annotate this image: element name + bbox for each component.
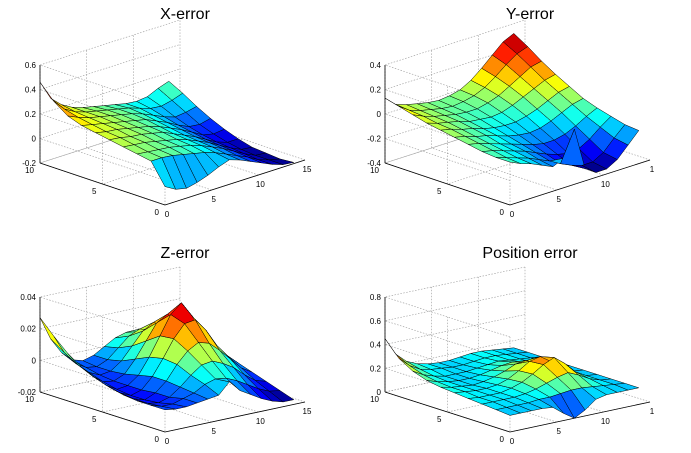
y-tick-label: 5 [92,415,97,424]
z-tick-label: 0.4 [25,86,37,95]
z-tick-label: 0 [377,110,382,119]
x-axis-line [509,401,651,433]
surface-patch [614,383,640,391]
y-axis-line [384,162,511,206]
y-tick-label: 0 [500,435,505,444]
z-tick-label: 0.4 [370,61,382,70]
surface-patch [613,124,640,146]
z-tick-label: 0 [377,388,382,397]
x-tick-label: 1 [650,407,655,416]
x-tick-label: 10 [601,417,610,426]
x-tick-label: 10 [256,417,265,426]
z-tick-label: 0.2 [25,110,37,119]
chart-title: Y-error [505,6,555,23]
z-tick-label: 0.2 [370,86,382,95]
chart-title: X-error [160,6,210,23]
x-axis-line [164,159,306,206]
surface [384,33,640,173]
y-axis-line [39,162,166,206]
chart-panel-x-error: X-error 0 5 10 15 0 5 10 -0.2 0 0.2 0.4 0.6 [0,0,345,226]
y-tick-label: 5 [437,415,442,424]
axes [384,297,651,433]
x-tick-label: 10 [256,180,265,189]
z-tick-label: 0.2 [370,364,382,373]
x-tick-label: 15 [303,407,312,416]
z-tick-label: 0.02 [20,325,36,334]
z-tick-label: 0.6 [25,61,37,70]
surface-patch [269,158,294,165]
x-axis-line [509,159,651,206]
x-tick-label: 10 [601,180,610,189]
y-tick-label: 0 [155,435,160,444]
axes [39,65,306,206]
x-tick-label: 0 [510,437,515,446]
y-tick-label: 10 [370,166,379,175]
chart-panel-z-error: Z-error 0 5 10 15 0 5 10 -0.02 0 0.02 0.04 [0,227,345,453]
chart-title: Z-error [160,245,210,262]
gridline [383,266,526,338]
z-tick-label: 0.8 [370,293,382,302]
axes [39,297,306,433]
z-tick-label: -0.4 [367,159,381,168]
z-tick-label: 0.4 [370,341,382,350]
x-tick-label: 1 [650,165,655,174]
y-tick-label: 10 [25,166,34,175]
y-tick-label: 0 [500,208,505,217]
chart-panel-y-error: Y-error 0 5 10 1 0 5 10 -0.4 -0.2 0 0.2 0.4 [345,0,690,226]
x-tick-label: 5 [211,195,216,204]
z-tick-label: -0.2 [367,135,381,144]
y-tick-label: 10 [25,395,34,404]
x-tick-label: 0 [510,210,515,219]
y-tick-label: 10 [370,395,379,404]
surface [384,338,640,419]
axes [384,65,651,206]
x-tick-label: 5 [556,195,561,204]
z-tick-label: 0.04 [20,293,36,302]
z-tick-label: -0.02 [18,388,37,397]
x-tick-label: 15 [303,165,312,174]
x-tick-label: 0 [165,437,170,446]
surface [39,302,295,411]
y-tick-label: 0 [155,208,160,217]
x-tick-label: 5 [556,427,561,436]
surface [39,80,294,190]
chart-title: Position error [482,245,578,262]
y-tick-label: 5 [437,187,442,196]
x-tick-label: 0 [165,210,170,219]
x-tick-label: 5 [211,427,216,436]
y-axis-line [384,391,511,433]
z-tick-label: -0.2 [22,159,36,168]
x-axis-line [164,401,306,433]
z-tick-label: 0 [32,356,37,365]
chart-panel-position-error: Position error 0 5 10 1 0 5 10 0 0.2 0.4 0.6 0.8 [345,227,690,453]
y-axis-line [39,391,166,433]
z-tick-label: 0.6 [370,317,382,326]
y-tick-label: 5 [92,187,97,196]
surface-patch [268,390,295,403]
z-tick-label: 0 [32,135,37,144]
